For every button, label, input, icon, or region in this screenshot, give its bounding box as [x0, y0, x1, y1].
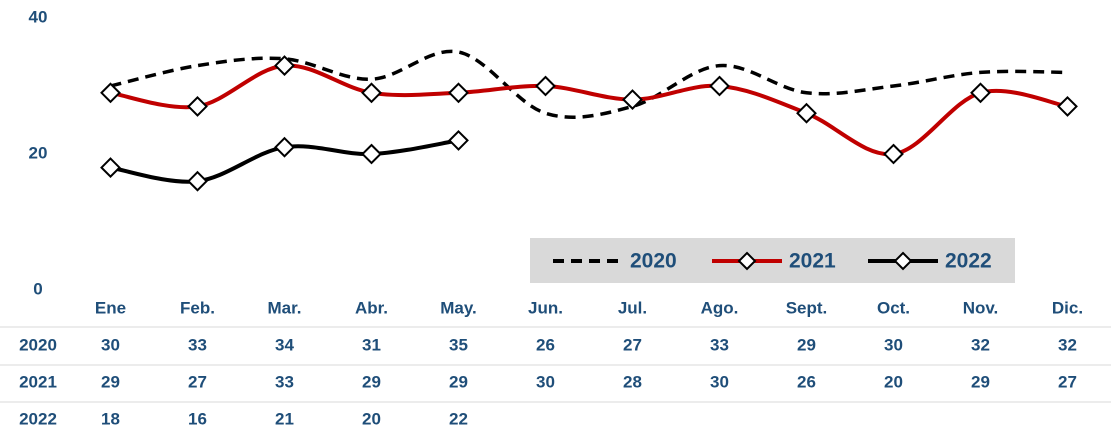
- table-cell: 18: [101, 409, 120, 428]
- table-cell: 29: [971, 372, 990, 391]
- marker: [970, 82, 991, 104]
- table-cell: 33: [188, 335, 207, 354]
- legend-label: 2020: [630, 250, 677, 273]
- table-cell: 34: [275, 335, 294, 354]
- x-tick-label: Feb.: [180, 298, 215, 317]
- table-cell: 35: [449, 335, 468, 354]
- table-cell: 20: [884, 372, 903, 391]
- x-tick-label: Jun.: [528, 298, 563, 317]
- marker: [361, 143, 382, 165]
- legend-marker: [737, 251, 757, 271]
- table-cell: 26: [797, 372, 816, 391]
- x-tick-label: Mar.: [267, 298, 301, 317]
- table-cell: 30: [884, 335, 903, 354]
- legend-label: 2021: [789, 250, 836, 273]
- marker: [361, 82, 382, 104]
- x-tick-label: Nov.: [963, 298, 999, 317]
- marker: [796, 102, 817, 124]
- x-tick-label: Abr.: [355, 298, 388, 317]
- table-cell: 27: [188, 372, 207, 391]
- x-tick-label: Ene: [95, 298, 126, 317]
- marker: [1057, 95, 1078, 117]
- table-cell: 26: [536, 335, 555, 354]
- x-tick-label: Jul.: [618, 298, 647, 317]
- table-cell: 30: [536, 372, 555, 391]
- table-cell: 27: [623, 335, 642, 354]
- legend-label: 2022: [945, 250, 992, 273]
- series: [100, 129, 469, 192]
- x-tick-label: Dic.: [1052, 298, 1083, 317]
- table-cell: 28: [623, 372, 642, 391]
- table-cell: 33: [710, 335, 729, 354]
- legend: 2020 2021 2022: [530, 238, 1015, 283]
- y-tick-label: 0: [33, 279, 42, 298]
- marker: [448, 129, 469, 151]
- marker: [622, 89, 643, 111]
- marker: [883, 143, 904, 165]
- table-cell: 27: [1058, 372, 1077, 391]
- table-cell: 31: [362, 335, 381, 354]
- table-cell: 29: [101, 372, 120, 391]
- marker: [274, 55, 295, 77]
- table-row-label: 2020: [19, 335, 57, 354]
- table-cell: 33: [275, 372, 294, 391]
- table-cell: 30: [710, 372, 729, 391]
- x-tick-label: Oct.: [877, 298, 910, 317]
- table-cell: 32: [971, 335, 990, 354]
- marker: [535, 75, 556, 97]
- table-cell: 29: [362, 372, 381, 391]
- series: [100, 55, 1078, 165]
- table-cell: 29: [797, 335, 816, 354]
- table-cell: 22: [449, 409, 468, 428]
- y-tick-label: 40: [29, 7, 48, 26]
- marker: [187, 170, 208, 192]
- marker: [187, 95, 208, 117]
- series: [110, 49, 1068, 119]
- table-cell: 21: [275, 409, 294, 428]
- table-cell: 30: [101, 335, 120, 354]
- marker: [100, 157, 121, 179]
- table-cell: 29: [449, 372, 468, 391]
- line: [110, 49, 1068, 119]
- legend-marker: [893, 251, 913, 271]
- x-tick-label: Ago.: [701, 298, 739, 317]
- line: [110, 63, 1068, 157]
- table-cell: 16: [188, 409, 207, 428]
- table-row-label: 2022: [19, 409, 57, 428]
- x-tick-label: Sept.: [786, 298, 828, 317]
- table-cell: 32: [1058, 335, 1077, 354]
- marker: [448, 82, 469, 104]
- table-row-label: 2021: [19, 372, 57, 391]
- marker: [709, 75, 730, 97]
- marker: [274, 136, 295, 158]
- table-cell: 20: [362, 409, 381, 428]
- y-tick-label: 20: [29, 143, 48, 162]
- x-tick-label: May.: [440, 298, 477, 317]
- marker: [100, 82, 121, 104]
